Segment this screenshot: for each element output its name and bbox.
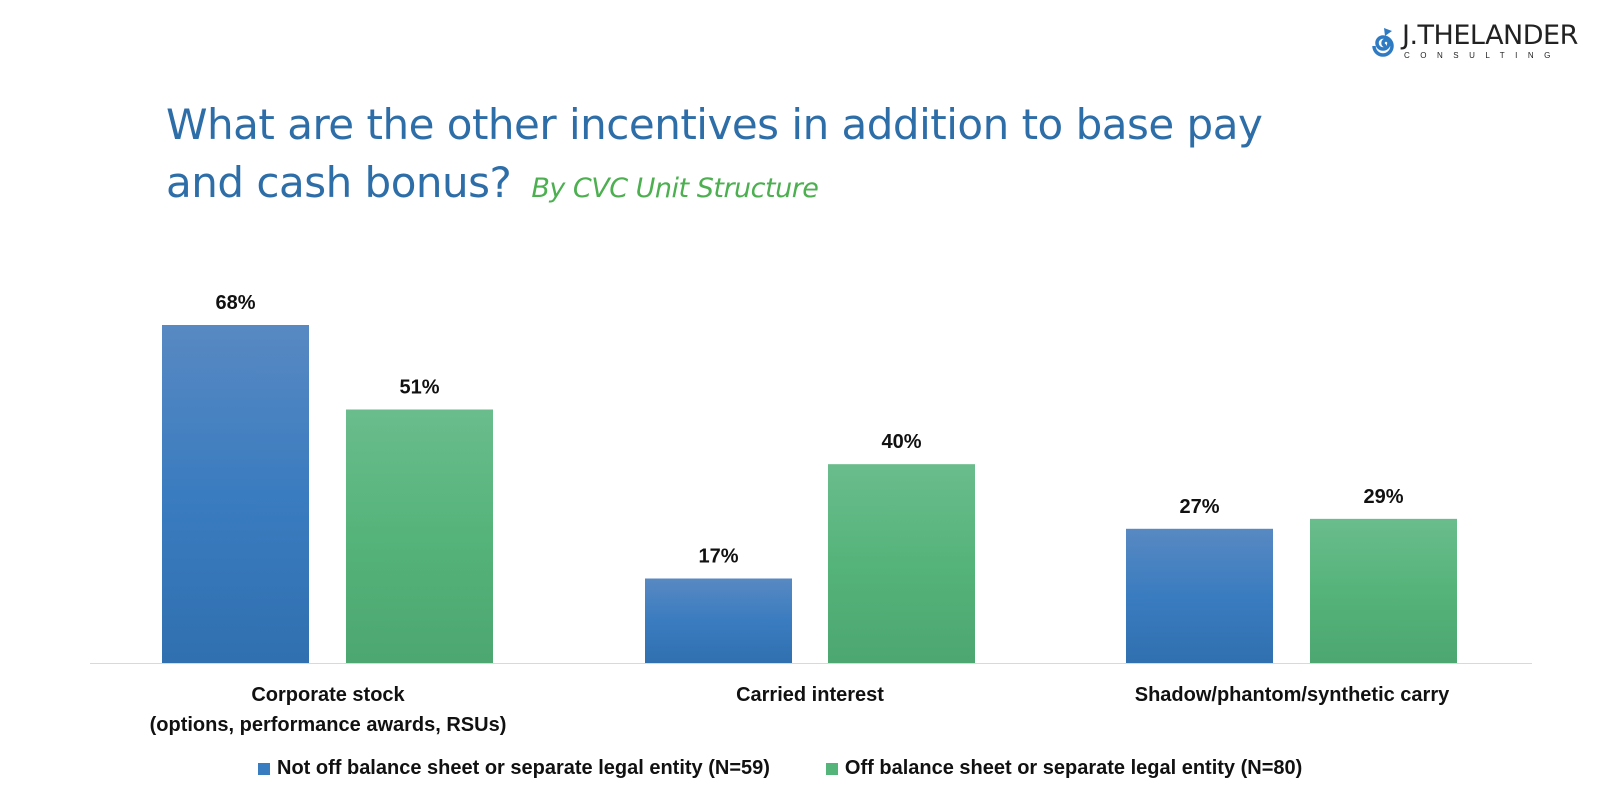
legend-item-series-2: Off balance sheet or separate legal enti… xyxy=(825,757,1303,780)
legend-swatch xyxy=(825,762,838,775)
spiral-logo-icon xyxy=(1372,28,1394,57)
legend-item-series-1: Not off balance sheet or separate legal … xyxy=(258,757,770,780)
bar-series-2-cat-1 xyxy=(346,409,493,663)
bar-series-1-cat-1 xyxy=(162,325,309,663)
data-label: 29% xyxy=(1363,486,1403,508)
category-label-line: Corporate stock xyxy=(251,684,405,706)
category-label-line: Carried interest xyxy=(736,684,884,706)
bar-series-2-cat-2 xyxy=(828,464,975,663)
category-label-line: (options, performance awards, RSUs) xyxy=(149,714,507,736)
data-label: 27% xyxy=(1179,496,1219,518)
bar-series-1-cat-2 xyxy=(645,578,792,663)
logo-subtitle: CONSULTING xyxy=(1404,51,1561,60)
legend-label: Off balance sheet or separate legal enti… xyxy=(844,757,1303,779)
data-label: 40% xyxy=(881,431,921,453)
logo-name: J.THELANDER xyxy=(1402,20,1578,51)
category-label: Carried interest xyxy=(560,680,1060,710)
bar-series-2-cat-3 xyxy=(1310,518,1457,663)
category-label-line: Shadow/phantom/synthetic carry xyxy=(1134,684,1450,706)
page-title: What are the other incentives in additio… xyxy=(166,96,1263,218)
legend-label: Not off balance sheet or separate legal … xyxy=(277,757,770,779)
legend: Not off balance sheet or separate legal … xyxy=(258,757,1302,780)
subtitle: By CVC Unit Structure xyxy=(531,173,819,204)
category-label: Shadow/phantom/synthetic carry xyxy=(1042,680,1542,710)
category-label: Corporate stock (options, performance awa… xyxy=(78,680,578,740)
legend-swatch xyxy=(258,762,270,775)
bar-series-1-cat-3 xyxy=(1126,528,1273,663)
data-label: 68% xyxy=(215,292,255,314)
logo: J.THELANDER CONSULTING xyxy=(1372,20,1587,62)
title-line-2: and cash bonus? xyxy=(166,158,512,207)
title-line-1: What are the other incentives in additio… xyxy=(166,100,1263,149)
data-label: 17% xyxy=(698,546,738,568)
data-label: 51% xyxy=(399,377,439,399)
